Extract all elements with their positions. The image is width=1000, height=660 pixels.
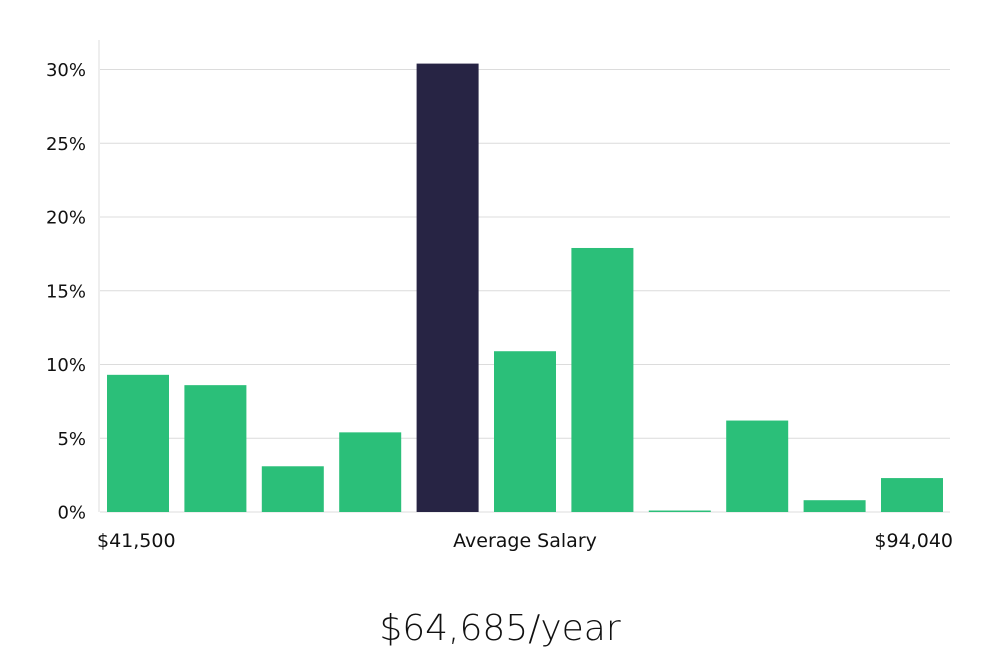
bars [107,63,943,512]
y-tick-label: 30% [46,60,86,81]
bar [107,374,169,512]
average-salary-value: $64,685/year [379,608,621,649]
bar [339,432,402,512]
bar [571,247,634,512]
bar [648,510,711,512]
bar [184,385,247,512]
y-tick-labels: 0% 5% 10% 15% 20% 25% 30% [46,60,86,524]
x-end-label: $94,040 [874,530,953,552]
bar [494,351,556,512]
y-tick-label: 15% [46,281,86,302]
y-tick-label: 10% [46,355,86,376]
y-tick-label: 20% [46,208,86,229]
y-tick-label: 25% [46,134,86,155]
salary-histogram: 0% 5% 10% 15% 20% 25% 30% $41,500 Average Sala… [46,40,953,552]
x-axis-label: Average Salary [453,530,597,552]
x-start-label: $41,500 [97,530,176,552]
bar-highlight [416,63,479,512]
y-tick-label: 0% [57,503,86,524]
y-tick-label: 5% [57,429,86,450]
bar [261,466,324,512]
bar [726,420,789,512]
bar [803,500,866,512]
bar [881,478,943,512]
